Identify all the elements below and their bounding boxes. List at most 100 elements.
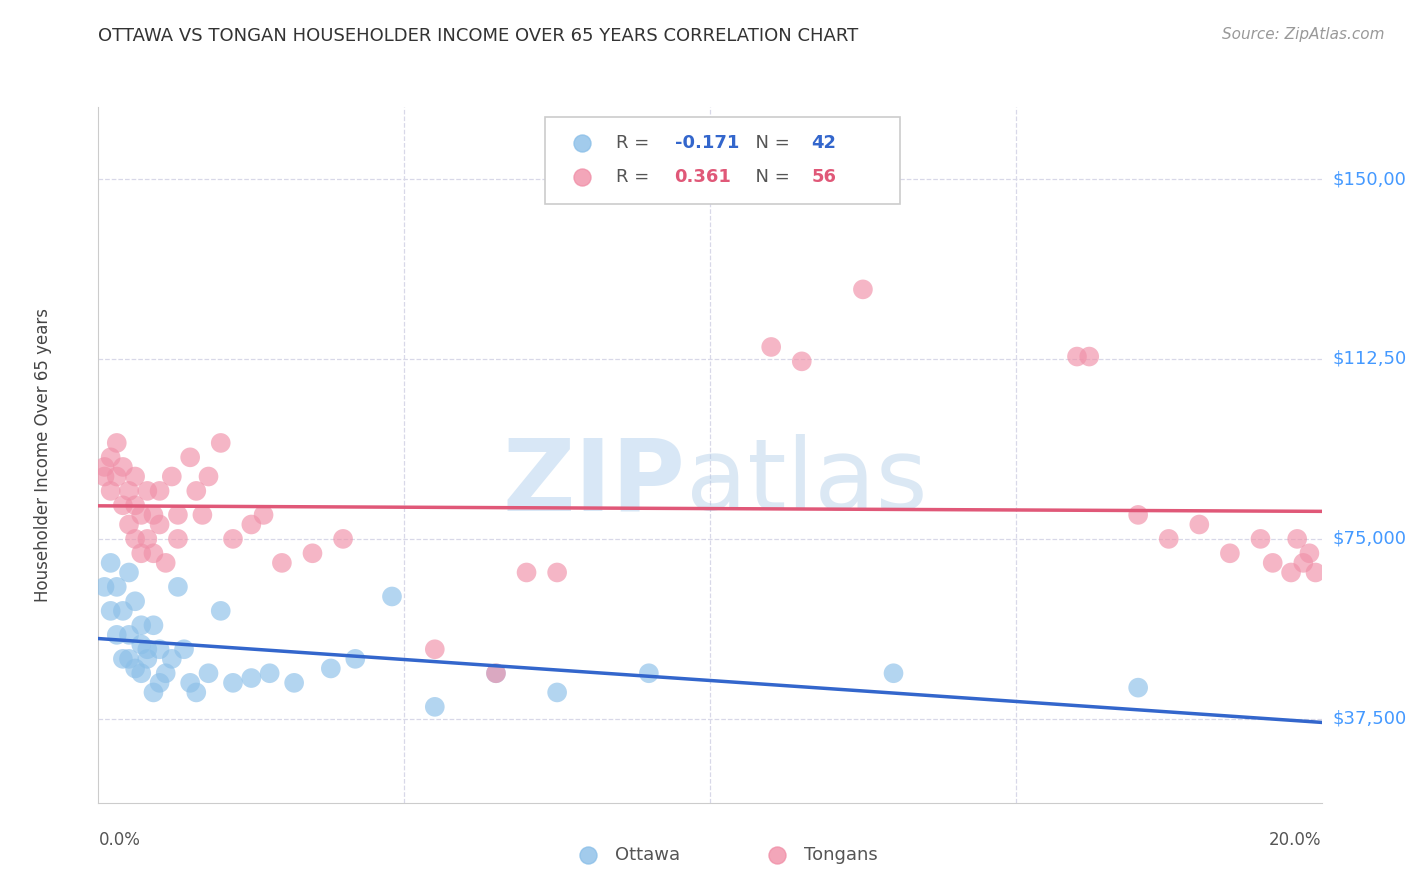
- Point: [852, 282, 875, 296]
- Point: [1279, 566, 1302, 580]
- Text: N =: N =: [744, 168, 796, 186]
- Point: [136, 642, 159, 657]
- Point: [149, 642, 172, 657]
- Point: [129, 618, 152, 632]
- Point: [240, 671, 263, 685]
- Point: [283, 676, 305, 690]
- Point: [259, 666, 281, 681]
- Point: [1298, 546, 1320, 560]
- Text: 42: 42: [811, 134, 837, 153]
- Point: [105, 580, 128, 594]
- Point: [240, 517, 263, 532]
- Point: [167, 580, 190, 594]
- Point: [270, 556, 292, 570]
- Point: [105, 628, 128, 642]
- Point: [344, 652, 367, 666]
- Point: [186, 685, 208, 699]
- Point: [319, 661, 342, 675]
- Point: [637, 666, 661, 681]
- Point: [160, 652, 183, 666]
- Point: [1188, 517, 1211, 532]
- Point: [149, 676, 172, 690]
- Point: [105, 436, 128, 450]
- Point: [191, 508, 214, 522]
- Text: R =: R =: [616, 168, 655, 186]
- Point: [155, 666, 177, 681]
- Point: [100, 450, 122, 465]
- Text: ZIP: ZIP: [503, 434, 686, 532]
- Point: [759, 340, 782, 354]
- Point: [93, 469, 115, 483]
- Point: [186, 483, 208, 498]
- Point: [883, 666, 905, 681]
- Point: [1286, 532, 1309, 546]
- Point: [129, 508, 152, 522]
- Point: [1292, 556, 1315, 570]
- Point: [105, 469, 128, 483]
- Point: [252, 508, 274, 522]
- Point: [546, 566, 568, 580]
- Point: [124, 469, 146, 483]
- Point: [222, 532, 245, 546]
- Point: [546, 685, 568, 699]
- Point: [197, 469, 219, 483]
- Point: [111, 498, 134, 512]
- Point: [129, 637, 152, 651]
- Point: [100, 556, 122, 570]
- Point: [160, 469, 183, 483]
- Point: [485, 666, 508, 681]
- Point: [129, 546, 152, 560]
- Point: [136, 532, 159, 546]
- Point: [1305, 566, 1327, 580]
- Point: [155, 556, 177, 570]
- Text: Tongans: Tongans: [804, 846, 877, 864]
- Point: [142, 508, 165, 522]
- Point: [222, 676, 245, 690]
- Point: [142, 546, 165, 560]
- Point: [118, 483, 141, 498]
- Point: [100, 483, 122, 498]
- Text: 56: 56: [811, 168, 837, 186]
- Text: $37,500: $37,500: [1333, 710, 1406, 728]
- Point: [301, 546, 323, 560]
- Text: Source: ZipAtlas.com: Source: ZipAtlas.com: [1222, 27, 1385, 42]
- Point: [129, 666, 152, 681]
- Point: [142, 618, 165, 632]
- Point: [124, 594, 146, 608]
- Text: atlas: atlas: [686, 434, 927, 532]
- Point: [124, 661, 146, 675]
- Point: [124, 532, 146, 546]
- Point: [149, 483, 172, 498]
- Text: Ottawa: Ottawa: [614, 846, 679, 864]
- Point: [423, 699, 446, 714]
- Point: [1249, 532, 1271, 546]
- Point: [209, 436, 232, 450]
- Text: OTTAWA VS TONGAN HOUSEHOLDER INCOME OVER 65 YEARS CORRELATION CHART: OTTAWA VS TONGAN HOUSEHOLDER INCOME OVER…: [98, 27, 859, 45]
- Point: [423, 642, 446, 657]
- Point: [111, 652, 134, 666]
- Point: [93, 580, 115, 594]
- Point: [167, 532, 190, 546]
- Point: [136, 483, 159, 498]
- FancyBboxPatch shape: [546, 118, 900, 204]
- Point: [136, 652, 159, 666]
- Text: -0.171: -0.171: [675, 134, 740, 153]
- Text: R =: R =: [616, 134, 655, 153]
- Point: [118, 652, 141, 666]
- Point: [1128, 681, 1150, 695]
- Point: [173, 642, 195, 657]
- Point: [1157, 532, 1180, 546]
- Text: 0.0%: 0.0%: [98, 830, 141, 848]
- Point: [93, 459, 115, 474]
- Point: [142, 685, 165, 699]
- Text: 0.361: 0.361: [675, 168, 731, 186]
- Text: $150,000: $150,000: [1333, 170, 1406, 188]
- Point: [197, 666, 219, 681]
- Point: [111, 459, 134, 474]
- Text: Householder Income Over 65 years: Householder Income Over 65 years: [34, 308, 52, 602]
- Point: [332, 532, 354, 546]
- Text: $75,000: $75,000: [1333, 530, 1406, 548]
- Point: [1078, 350, 1101, 364]
- Point: [1066, 350, 1088, 364]
- Point: [149, 517, 172, 532]
